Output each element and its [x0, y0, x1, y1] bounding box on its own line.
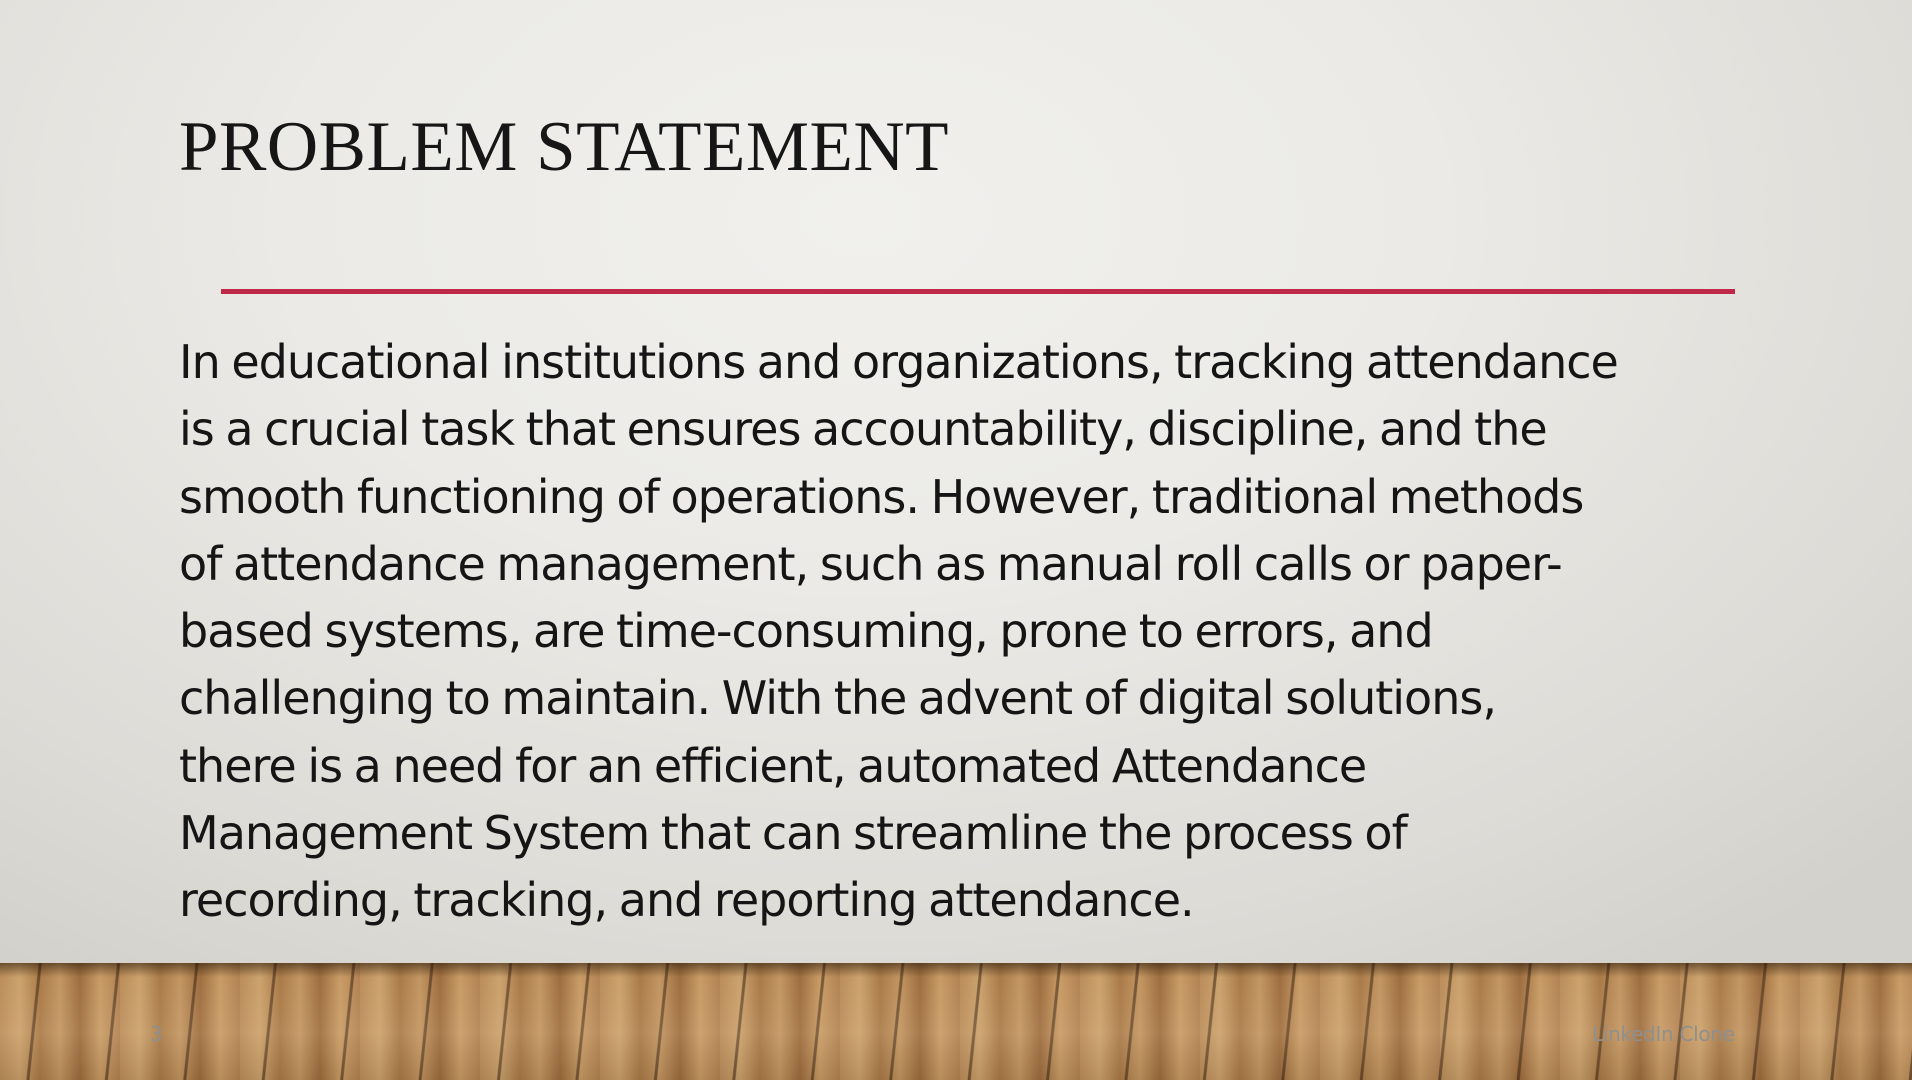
slide-number: 3: [150, 1022, 163, 1046]
title-divider: [221, 289, 1735, 294]
slide-title: PROBLEM STATEMENT: [179, 108, 950, 186]
body-line: recording, tracking, and reporting atten…: [179, 873, 1195, 928]
slide-footer: LinkedIn Clone: [1592, 1022, 1735, 1046]
body-line: based systems, are time-consuming, prone…: [179, 604, 1434, 659]
body-line: Management System that can streamline th…: [179, 806, 1408, 861]
body-line: smooth functioning of operations. Howeve…: [179, 469, 1584, 524]
body-line: challenging to maintain. With the advent…: [179, 671, 1497, 726]
body-line: there is a need for an efficient, automa…: [179, 738, 1367, 793]
wood-floor-background: [0, 963, 1912, 1080]
slide-body: In educational institutions and organiza…: [179, 329, 1699, 935]
body-line: is a crucial task that ensures accountab…: [179, 402, 1548, 457]
body-line: of attendance management, such as manual…: [179, 536, 1563, 591]
body-line: In educational institutions and organiza…: [179, 335, 1619, 389]
